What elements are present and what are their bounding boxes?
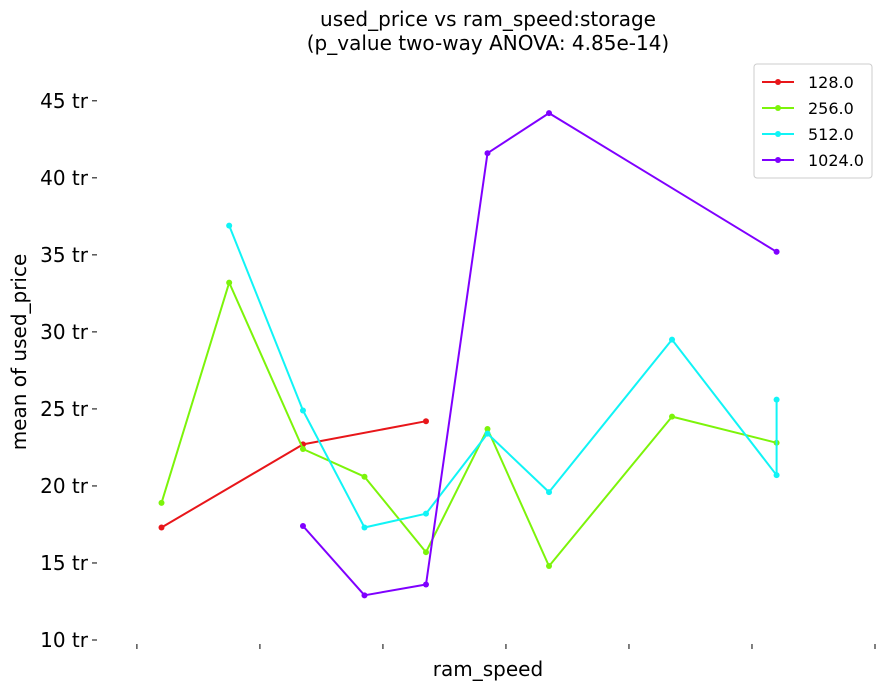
legend-entry-label: 256.0: [808, 99, 854, 118]
data-point: [773, 472, 780, 479]
legend-entry-label: 1024.0: [808, 151, 864, 170]
data-point: [158, 524, 165, 531]
data-point: [299, 445, 306, 452]
legend-swatch-marker: [775, 131, 781, 137]
data-point: [361, 473, 368, 480]
y-axis-label: mean of used_price: [7, 254, 31, 451]
data-point: [226, 222, 233, 229]
series-256.0: [158, 279, 780, 570]
data-point: [422, 549, 429, 556]
series-line: [302, 112, 778, 597]
series-1024.0: [299, 110, 780, 599]
x-axis: [136, 644, 876, 649]
legend-entry-label: 128.0: [808, 73, 854, 92]
data-point: [484, 425, 491, 432]
data-point: [422, 418, 429, 425]
series-512.0: [226, 222, 780, 531]
data-point: [669, 413, 676, 420]
chart-title: used_price vs ram_speed:storage: [320, 7, 656, 31]
y-axis: 10 tr 15 tr 20 tr 25 tr 30 tr 35 tr 40 tr 45 tr: [40, 89, 97, 652]
legend-entry-label: 512.0: [808, 125, 854, 144]
y-tick-label: 10 tr: [40, 628, 89, 652]
data-point: [422, 581, 429, 588]
y-tick-label: 30 tr: [40, 320, 89, 344]
y-tick-label: 45 tr: [40, 89, 89, 113]
y-tick-label: 40 tr: [40, 166, 89, 190]
series-line: [160, 420, 427, 529]
data-point: [546, 563, 553, 570]
data-point: [484, 430, 491, 437]
data-point: [484, 150, 491, 157]
legend-swatch-marker: [775, 79, 781, 85]
data-point: [773, 248, 780, 255]
y-tick-label: 25 tr: [40, 397, 89, 421]
series-line: [228, 225, 778, 529]
legend-box: [753, 63, 873, 179]
data-point: [226, 279, 233, 286]
series-128.0: [158, 418, 429, 531]
data-point: [158, 499, 165, 506]
data-point: [361, 524, 368, 531]
legend-swatch-marker: [775, 157, 781, 163]
data-point: [422, 510, 429, 517]
data-point: [299, 523, 306, 529]
data-point: [546, 489, 553, 496]
data-point: [773, 396, 780, 403]
y-tick-label: 20 tr: [40, 474, 89, 498]
data-point: [299, 407, 306, 414]
data-point: [361, 592, 368, 599]
data-point: [546, 110, 553, 117]
legend-swatch-marker: [775, 105, 781, 111]
legend: 128.0 256.0 512.0 1024.0: [753, 63, 873, 179]
series-line: [160, 281, 777, 568]
x-axis-label: ram_speed: [433, 657, 543, 681]
chart-subtitle: (p_value two-way ANOVA: 4.85e-14): [307, 31, 669, 55]
series-layer: [158, 110, 780, 599]
data-point: [669, 336, 676, 343]
y-tick-label: 15 tr: [40, 551, 89, 575]
y-tick-label: 35 tr: [40, 243, 89, 267]
